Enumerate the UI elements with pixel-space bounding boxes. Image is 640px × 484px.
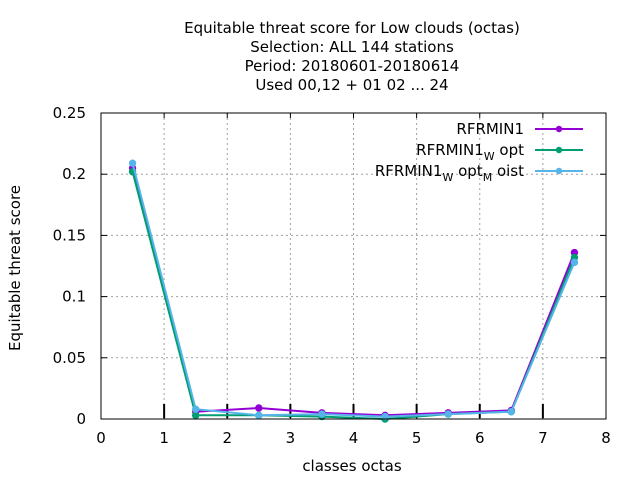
legend-marker	[555, 146, 563, 154]
y-tick-label: 0.1	[62, 288, 86, 306]
x-tick-label: 8	[601, 429, 611, 447]
y-tick-label: 0.25	[53, 104, 86, 122]
data-point	[191, 405, 200, 413]
grid	[101, 113, 606, 419]
data-point	[570, 258, 579, 267]
x-tick-label: 7	[538, 429, 548, 447]
title-line-3: Period: 20180601-20180614	[245, 57, 460, 75]
legend-label: RFRMIN1W opt	[416, 141, 524, 163]
legend-item: RFRMIN1W optM oist	[375, 162, 583, 184]
x-tick-label: 3	[286, 429, 296, 447]
x-tick-label: 4	[349, 429, 359, 447]
y-tick-label: 0	[76, 410, 86, 428]
data-point	[318, 410, 326, 418]
legend-label: RFRMIN1W optM oist	[375, 162, 524, 184]
title-line-4: Used 00,12 + 01 02 ... 24	[255, 76, 448, 94]
x-axis-label: classes octas	[302, 457, 402, 475]
data-point	[444, 410, 452, 418]
y-axis-label: Equitable threat score	[6, 185, 24, 351]
x-tick-label: 1	[159, 429, 169, 447]
y-tick-label: 0.05	[53, 349, 86, 367]
title-line-2: Selection: ALL 144 stations	[250, 38, 454, 56]
x-tick-label: 2	[222, 429, 232, 447]
series-3	[128, 159, 579, 421]
data-point	[255, 404, 263, 412]
plot-frame	[100, 112, 607, 420]
y-tick-label: 0.2	[62, 165, 86, 183]
series-group	[128, 159, 579, 423]
legend-marker	[555, 167, 563, 175]
data-point	[381, 412, 389, 421]
legend-item: RFRMIN1W opt	[416, 141, 583, 163]
legend-item: RFRMIN1	[456, 120, 583, 138]
legend-marker	[555, 125, 563, 133]
x-tick-labels: 0 1 2 3 4 5 6 7 8	[96, 429, 611, 447]
data-point	[507, 407, 516, 416]
x-tick-label: 6	[475, 429, 485, 447]
y-tick-label: 0.15	[53, 226, 86, 244]
legend-label: RFRMIN1	[456, 120, 524, 138]
series-1	[128, 164, 579, 420]
data-point	[255, 411, 263, 420]
chart-title: Equitable threat score for Low clouds (o…	[184, 19, 520, 94]
x-tick-label: 5	[412, 429, 422, 447]
x-tick-label: 0	[96, 429, 106, 447]
data-point	[128, 159, 137, 167]
y-tick-labels: 0 0.05 0.1 0.15 0.2 0.25	[53, 104, 86, 428]
title-line-1: Equitable threat score for Low clouds (o…	[184, 19, 520, 37]
series-line	[131, 162, 576, 418]
data-point	[191, 411, 200, 420]
